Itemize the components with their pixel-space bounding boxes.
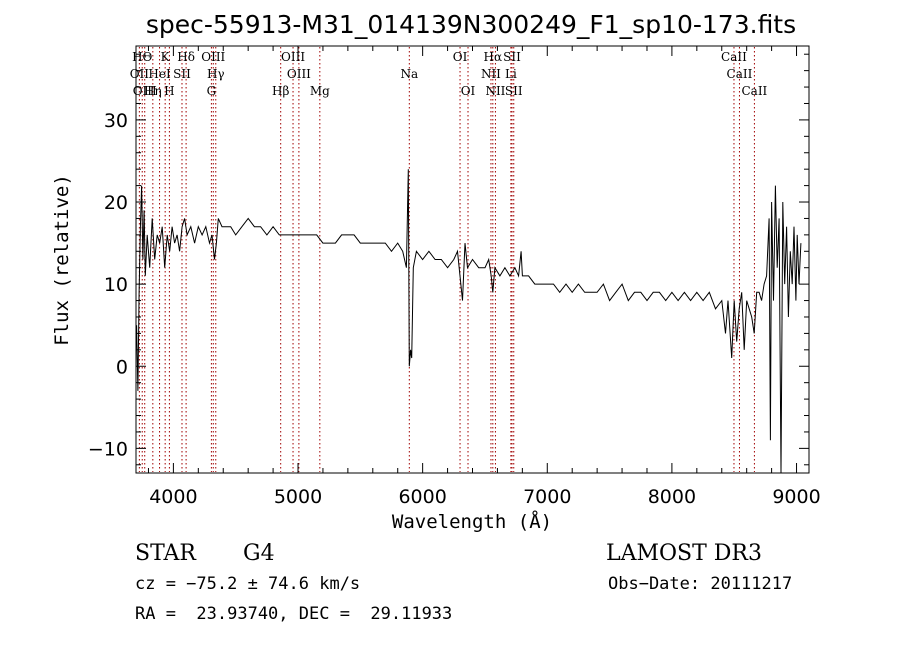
spectrum-line xyxy=(136,169,802,474)
y-tick-label: 30 xyxy=(104,110,128,132)
observation-date: Obs−Date: 20111217 xyxy=(608,574,793,594)
marker-label: Li xyxy=(505,67,517,81)
marker-label: CaII xyxy=(721,50,747,64)
marker-label: H xyxy=(164,84,174,98)
marker-label: NII xyxy=(481,67,501,81)
marker-label: HΘ xyxy=(132,50,152,64)
chart-title: spec-55913-M31_014139N300249_F1_sp10-173… xyxy=(146,10,796,39)
marker-label: Hδ xyxy=(177,50,195,64)
y-axis-ticks: −10 0 10 20 30 xyxy=(88,53,809,466)
y-tick-label: 0 xyxy=(116,356,128,378)
y-tick-label: 20 xyxy=(104,192,128,214)
marker-label: Hα xyxy=(484,50,503,64)
x-tick-label: 9000 xyxy=(772,486,820,508)
marker-label: SII xyxy=(173,67,191,81)
marker-label: OIII xyxy=(201,50,225,64)
line-markers xyxy=(138,47,755,472)
ra-dec: RA = 23.93740, DEC = 29.11933 xyxy=(135,604,453,624)
x-tick-label: 7000 xyxy=(523,486,571,508)
marker-label: CaII xyxy=(727,67,753,81)
redshift-cz: cz = −75.2 ± 74.6 km/s xyxy=(135,574,361,594)
marker-label: SII xyxy=(503,50,521,64)
marker-label: OIII xyxy=(281,50,305,64)
marker-label: CaII xyxy=(741,84,767,98)
marker-label: K xyxy=(161,50,171,64)
y-tick-label: 10 xyxy=(104,274,128,296)
x-axis-ticks: 4000 5000 6000 7000 8000 9000 xyxy=(147,46,821,508)
object-subclass: G4 xyxy=(243,541,275,566)
marker-label: G xyxy=(207,84,217,98)
x-tick-label: 6000 xyxy=(398,486,446,508)
marker-label: Mg xyxy=(310,84,330,98)
marker-label: Na xyxy=(400,67,418,81)
marker-label: NII xyxy=(485,84,505,98)
marker-label: OI xyxy=(461,84,476,98)
x-tick-label: 5000 xyxy=(274,486,322,508)
marker-label: Hβ xyxy=(272,84,289,98)
marker-label: SII xyxy=(505,84,523,98)
y-axis-label: Flux (relative) xyxy=(51,174,73,346)
marker-label: Hη xyxy=(144,84,162,98)
marker-label: Hγ xyxy=(207,67,225,81)
survey-name: LAMOST DR3 xyxy=(606,541,762,566)
marker-label: OIII xyxy=(287,67,311,81)
x-tick-label: 8000 xyxy=(648,486,696,508)
marker-label: OI xyxy=(453,50,468,64)
object-class: STAR xyxy=(135,541,196,566)
x-axis-label: Wavelength (Å) xyxy=(392,510,552,533)
marker-label: HeI xyxy=(148,67,171,81)
marker-label: OII xyxy=(130,67,150,81)
y-tick-label: −10 xyxy=(88,438,128,460)
x-tick-label: 4000 xyxy=(149,486,197,508)
